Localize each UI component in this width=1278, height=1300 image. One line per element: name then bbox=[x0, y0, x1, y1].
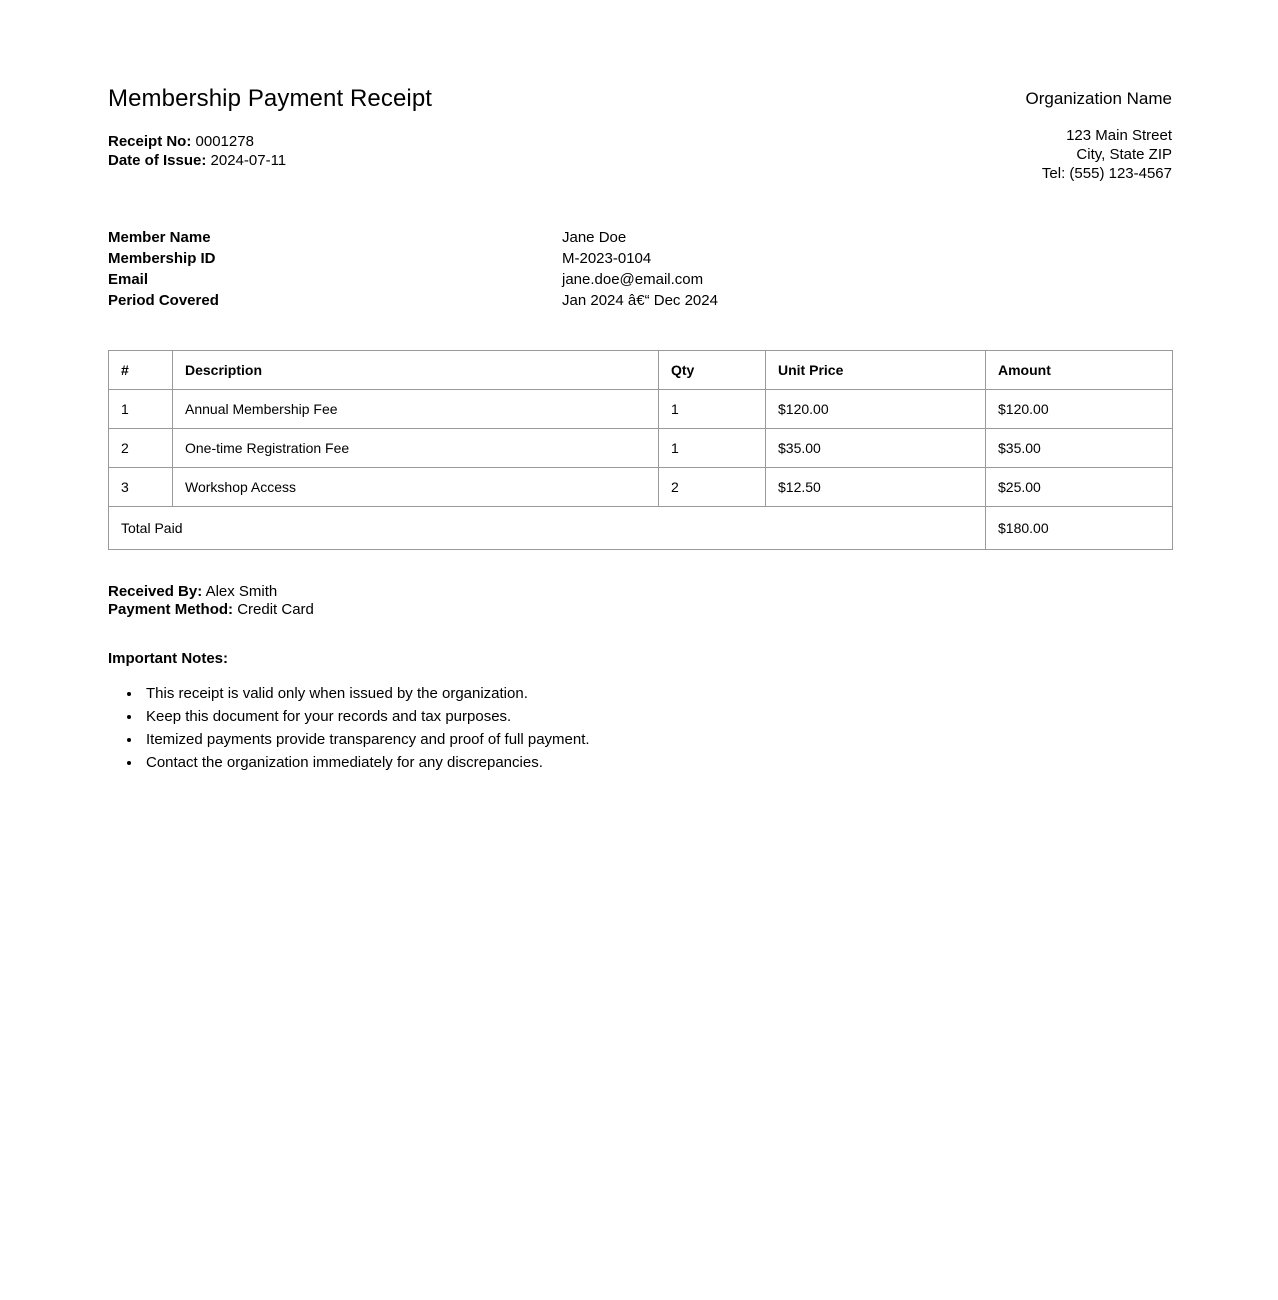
payment-method-line: Payment Method: Credit Card bbox=[108, 601, 1172, 619]
received-by-line: Received By: Alex Smith bbox=[108, 583, 1172, 601]
important-notes-title: Important Notes: bbox=[108, 650, 228, 667]
receipt-number-value: 0001278 bbox=[195, 133, 254, 150]
email-label: Email bbox=[108, 271, 149, 288]
membership-id-label: Membership ID bbox=[108, 250, 216, 267]
cell-description: Annual Membership Fee bbox=[172, 389, 659, 429]
email-value: jane.doe@email.com bbox=[562, 271, 704, 288]
date-of-issue-line: Date of Issue: 2024-07-11 bbox=[108, 151, 432, 170]
receipt-number-line: Receipt No: 0001278 bbox=[108, 132, 432, 151]
column-header-qty: Qty bbox=[658, 350, 766, 390]
items-table: # Description Qty Unit Price Amount 1 An… bbox=[108, 350, 1173, 550]
receipt-number-label: Receipt No: bbox=[108, 133, 192, 150]
table-row: 3 Workshop Access 2 $12.50 $25.00 bbox=[108, 467, 1173, 507]
cell-amount: $25.00 bbox=[985, 467, 1173, 507]
table-total-row: Total Paid $180.00 bbox=[108, 506, 1173, 550]
column-header-description: Description bbox=[172, 350, 659, 390]
list-item: This receipt is valid only when issued b… bbox=[142, 682, 1172, 705]
header-left-block: Membership Payment Receipt Receipt No: 0… bbox=[108, 84, 432, 170]
organization-address-line2: City, State ZIP bbox=[1076, 146, 1172, 163]
cell-amount: $35.00 bbox=[985, 428, 1173, 468]
cell-qty: 1 bbox=[658, 428, 766, 468]
items-table-head: # Description Qty Unit Price Amount bbox=[108, 350, 1173, 390]
organization-name: Organization Name bbox=[1025, 89, 1172, 108]
table-row: 1 Annual Membership Fee 1 $120.00 $120.0… bbox=[108, 389, 1173, 429]
cell-description: Workshop Access bbox=[172, 467, 659, 507]
organization-phone: Tel: (555) 123-4567 bbox=[1041, 165, 1172, 182]
important-notes-list: This receipt is valid only when issued b… bbox=[108, 682, 1172, 774]
cell-index: 2 bbox=[108, 428, 173, 468]
received-by-value: Alex Smith bbox=[205, 583, 278, 600]
list-item: Keep this document for your records and … bbox=[142, 705, 1172, 728]
total-paid-value: $180.00 bbox=[985, 506, 1173, 550]
organization-address-line1: 123 Main Street bbox=[1066, 127, 1172, 144]
table-header-row: # Description Qty Unit Price Amount bbox=[108, 350, 1173, 390]
period-covered-label: Period Covered bbox=[108, 292, 219, 309]
cell-unit-price: $35.00 bbox=[765, 428, 986, 468]
member-detail-row: Membership ID M-2023-0104 bbox=[108, 248, 808, 269]
cell-qty: 1 bbox=[658, 389, 766, 429]
items-table-body: 1 Annual Membership Fee 1 $120.00 $120.0… bbox=[108, 389, 1173, 550]
receipt-header: Membership Payment Receipt Receipt No: 0… bbox=[108, 84, 1172, 183]
member-detail-row: Email jane.doe@email.com bbox=[108, 269, 808, 290]
list-item: Itemized payments provide transparency a… bbox=[142, 728, 1172, 751]
period-covered-value: Jan 2024 â€“ Dec 2024 bbox=[562, 292, 718, 309]
cell-index: 1 bbox=[108, 389, 173, 429]
cell-unit-price: $12.50 bbox=[765, 467, 986, 507]
member-name-value: Jane Doe bbox=[562, 229, 627, 246]
organization-block: Organization Name 123 Main Street City, … bbox=[1026, 84, 1172, 183]
receipt-footer: Received By: Alex Smith Payment Method: … bbox=[108, 583, 1172, 774]
cell-amount: $120.00 bbox=[985, 389, 1173, 429]
cell-unit-price: $120.00 bbox=[765, 389, 986, 429]
page-title: Membership Payment Receipt bbox=[108, 85, 433, 112]
date-of-issue-value: 2024-07-11 bbox=[210, 152, 287, 169]
membership-id-value: M-2023-0104 bbox=[562, 250, 652, 267]
list-item: Contact the organization immediately for… bbox=[142, 751, 1172, 774]
table-row: 2 One-time Registration Fee 1 $35.00 $35… bbox=[108, 428, 1173, 468]
cell-qty: 2 bbox=[658, 467, 766, 507]
member-name-label: Member Name bbox=[108, 229, 211, 246]
payment-method-value: Credit Card bbox=[237, 601, 314, 618]
column-header-index: # bbox=[108, 350, 173, 390]
member-detail-row: Member Name Jane Doe bbox=[108, 227, 808, 248]
cell-index: 3 bbox=[108, 467, 173, 507]
payment-method-label: Payment Method: bbox=[108, 601, 234, 618]
column-header-unit-price: Unit Price bbox=[765, 350, 986, 390]
total-paid-label: Total Paid bbox=[108, 506, 986, 550]
date-of-issue-label: Date of Issue: bbox=[108, 152, 207, 169]
member-details: Member Name Jane Doe Membership ID M-202… bbox=[108, 227, 808, 311]
cell-description: One-time Registration Fee bbox=[172, 428, 659, 468]
column-header-amount: Amount bbox=[985, 350, 1173, 390]
received-by-label: Received By: bbox=[108, 583, 203, 600]
member-detail-row: Period Covered Jan 2024 â€“ Dec 2024 bbox=[108, 290, 808, 311]
